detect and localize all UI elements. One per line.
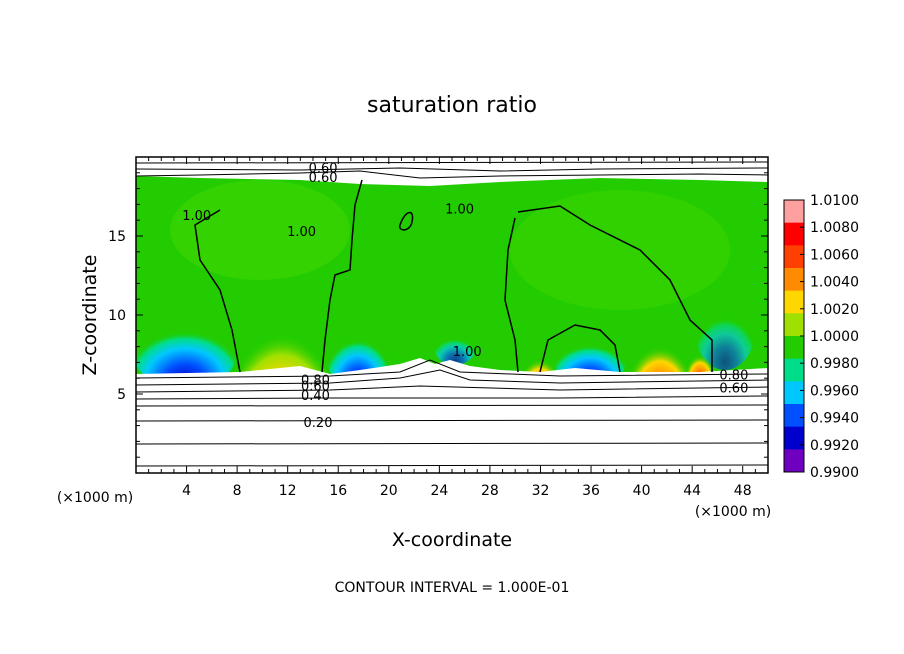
x-tick-label: 16	[329, 483, 347, 499]
contour-label: 1.00	[287, 225, 316, 240]
colorbar-label: 0.9980	[810, 356, 859, 372]
contour-line	[539, 324, 621, 373]
contour-line	[517, 205, 713, 372]
colorbar-label: 0.9960	[810, 383, 859, 399]
colorbar-segment	[784, 358, 804, 382]
contour-line	[136, 167, 768, 172]
plot-area	[136, 157, 768, 473]
x-unit-right: (×1000 m)	[695, 504, 771, 520]
x-tick-label: 44	[683, 483, 701, 499]
x-axis: 4 8 12 16 20 24 28 32 36 40 44 48	[148, 157, 756, 499]
contour-label: 1.00	[445, 203, 474, 218]
colorbar-segment	[784, 313, 804, 337]
colorbar-label: 1.0060	[810, 247, 859, 263]
field-patch	[510, 190, 730, 310]
colorbar-label: 0.9900	[810, 465, 859, 481]
contour-label: 0.80	[301, 373, 330, 388]
colorbar-segment	[784, 245, 804, 269]
y-tick-label: 10	[108, 308, 126, 324]
colorbar-label: 1.0100	[810, 193, 859, 209]
contour-label: 0.60	[301, 380, 330, 395]
contour-line	[136, 464, 768, 467]
contour-label: 0.20	[304, 416, 333, 431]
colorbar-segment	[784, 268, 804, 292]
y-tick-label: 5	[117, 387, 126, 403]
contour-line	[136, 369, 768, 386]
colorbar-segment	[784, 200, 804, 224]
colorbar-segment	[784, 426, 804, 450]
cold-region	[136, 300, 240, 390]
colorbar-segment	[784, 449, 804, 473]
colorbar-label: 0.9920	[810, 438, 859, 454]
y-tick-label: 15	[108, 229, 126, 245]
contour-line	[194, 209, 241, 373]
x-tick-label: 32	[532, 483, 550, 499]
contour-line	[136, 170, 768, 179]
contour-label: 1.00	[182, 209, 211, 224]
contour-label: 1.00	[453, 345, 482, 360]
colorbar-segment	[784, 381, 804, 405]
contour-label: 0.40	[301, 389, 330, 404]
colorbar-segment	[784, 404, 804, 428]
x-tick-label: 36	[582, 483, 600, 499]
colorbar: 1.0100 1.0080 1.0060 1.0040 1.0020 1.0000 0.99…	[783, 193, 859, 481]
colorbar-segment	[784, 222, 804, 246]
contour-label: 0.60	[309, 162, 338, 177]
contour-label: 0.80	[719, 369, 748, 384]
x-tick-label: 24	[430, 483, 448, 499]
contour-line	[399, 211, 414, 231]
x-tick-label: 20	[380, 483, 398, 499]
colorbar-label: 1.0080	[810, 220, 859, 236]
contour-line	[136, 442, 768, 445]
contour-line	[136, 419, 768, 422]
y-axis-label: Z-coordinate	[79, 255, 101, 376]
contour-line	[504, 217, 519, 373]
contour-line	[136, 395, 768, 400]
x-tick-label: 8	[233, 483, 242, 499]
contour-line	[321, 179, 363, 373]
contour-label-layer: 0.600.601.001.001.001.000.800.600.400.20…	[182, 162, 748, 431]
contour-line	[136, 359, 768, 379]
colorbar-label: 1.0040	[810, 275, 859, 291]
colorbar-segment	[784, 290, 804, 314]
contour-label: 0.60	[309, 171, 338, 186]
x-tick-label: 28	[481, 483, 499, 499]
contour-line	[136, 161, 768, 164]
contour-interval-footer: CONTOUR INTERVAL = 1.000E-01	[335, 580, 570, 596]
cold-region	[433, 325, 477, 365]
contour-label: 0.60	[719, 381, 748, 396]
chart-title: saturation ratio	[367, 93, 537, 118]
colorbar-label: 1.0020	[810, 302, 859, 318]
x-tick-label: 12	[279, 483, 297, 499]
contour-line	[136, 385, 768, 393]
x-tick-label: 48	[734, 483, 752, 499]
colorbar-label: 1.0000	[810, 329, 859, 345]
x-unit-left: (×1000 m)	[57, 490, 133, 506]
colorbar-segment	[784, 336, 804, 360]
x-tick-label: 4	[182, 483, 191, 499]
x-axis-label: X-coordinate	[392, 529, 512, 551]
colorbar-label: 0.9940	[810, 411, 859, 427]
x-tick-label: 40	[633, 483, 651, 499]
upper-boundary	[136, 157, 768, 186]
y-axis: 5 10 15	[108, 172, 768, 458]
contour-line	[136, 404, 768, 407]
